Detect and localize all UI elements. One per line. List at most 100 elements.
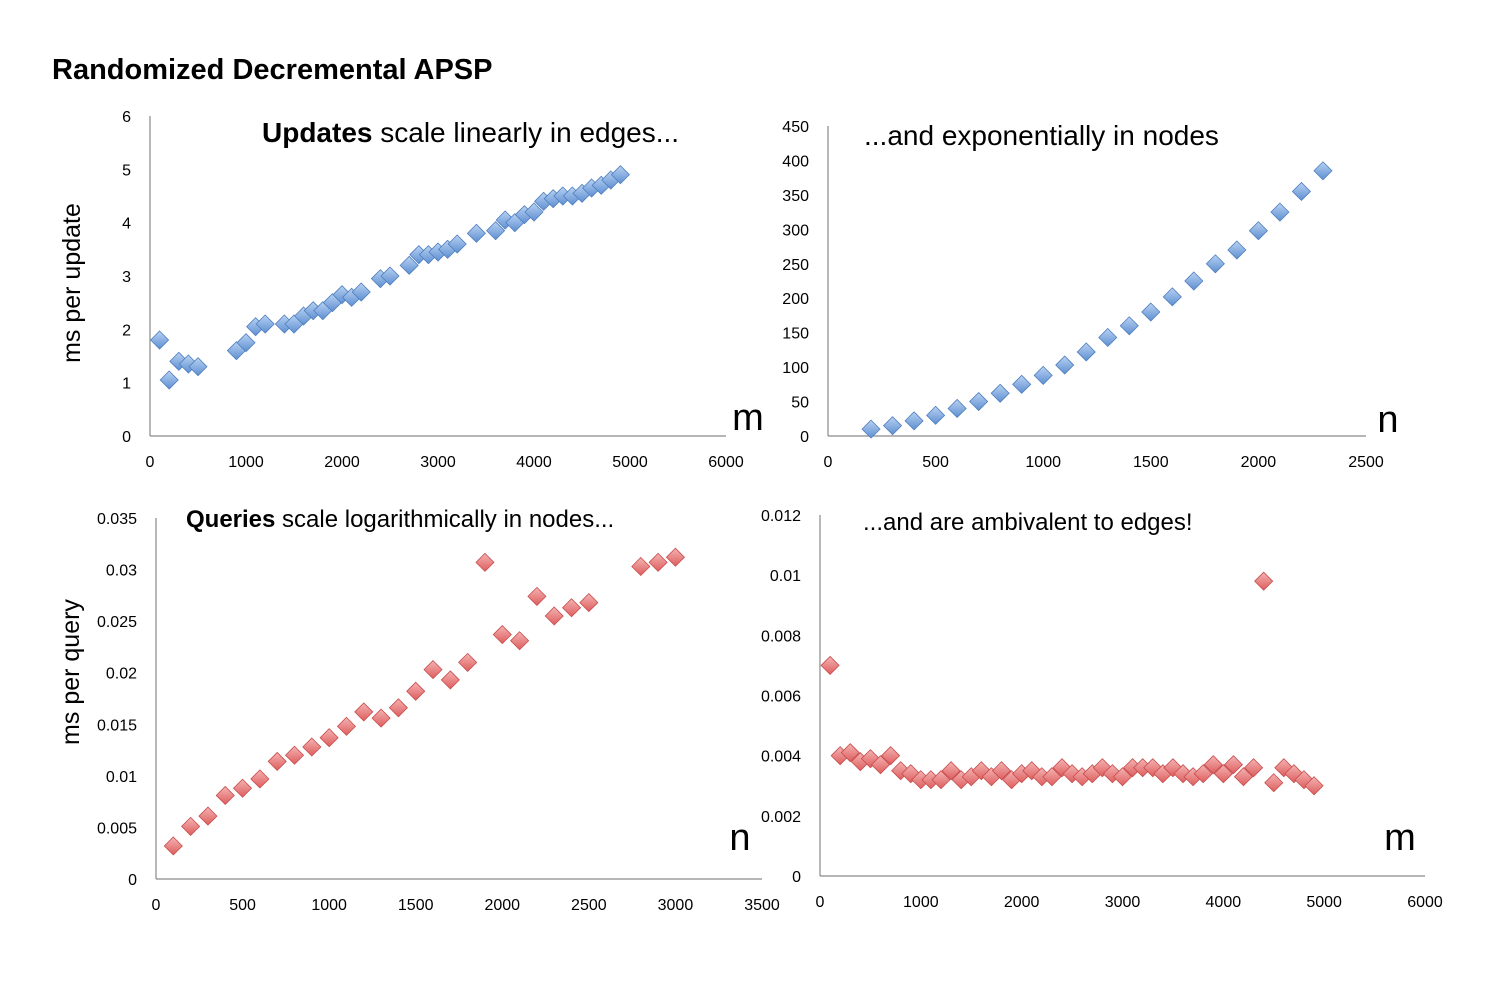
y-tick-label: 5 — [122, 162, 131, 179]
x-tick-label: 6000 — [708, 454, 744, 471]
data-point — [215, 785, 235, 806]
data-point — [255, 314, 275, 334]
data-point — [1098, 327, 1118, 348]
annotation-bold: Updates — [262, 117, 372, 148]
data-point — [486, 221, 506, 241]
data-point — [458, 652, 478, 672]
x-tick-label: 5000 — [1306, 894, 1342, 911]
y-axis-label: ms per query — [57, 599, 85, 745]
x-tick-label: 1500 — [1133, 454, 1169, 471]
y-tick-label: 3 — [122, 269, 131, 286]
data-point — [904, 411, 924, 431]
chart-annotation: ...and exponentially in nodes — [864, 120, 1219, 151]
y-tick-label: 0.025 — [97, 614, 137, 631]
data-point — [1254, 571, 1274, 591]
data-point — [990, 383, 1010, 403]
data-point — [181, 816, 201, 836]
y-tick-label: 0 — [792, 869, 801, 886]
data-point — [336, 716, 357, 736]
data-point — [631, 556, 651, 577]
data-point — [406, 681, 426, 701]
y-tick-label: 300 — [782, 222, 809, 239]
data-point — [861, 419, 881, 439]
annotation-text: scale logarithmically in nodes... — [275, 506, 614, 533]
data-point — [1205, 254, 1225, 274]
data-point — [1270, 202, 1290, 222]
data-point — [969, 391, 989, 412]
x-tick-label: 4000 — [1206, 894, 1242, 911]
data-point — [1291, 181, 1312, 202]
x-tick-label: 500 — [922, 454, 949, 471]
x-tick-label: 1000 — [1025, 454, 1061, 471]
y-tick-label: 450 — [782, 119, 809, 136]
y-tick-label: 1 — [122, 376, 131, 393]
data-point — [1264, 773, 1284, 793]
y-tick-label: 0.02 — [106, 666, 137, 683]
data-point — [371, 708, 391, 728]
data-point — [1012, 374, 1032, 394]
x-tick-label: 1000 — [228, 454, 264, 471]
y-tick-label: 0 — [128, 872, 137, 889]
data-point — [1223, 755, 1243, 775]
data-point — [447, 234, 467, 254]
x-tick-label: 3000 — [420, 454, 456, 471]
annotation-text: ...and are ambivalent to edges! — [863, 509, 1193, 536]
data-point — [561, 598, 582, 618]
data-point — [188, 357, 208, 377]
x-tick-label: 0 — [824, 454, 833, 471]
y-tick-label: 0.015 — [97, 717, 137, 734]
y-tick-label: 0.03 — [106, 563, 137, 580]
chart-annotation: Updates scale linearly in edges... — [262, 117, 679, 148]
x-tick-label: 0 — [146, 454, 155, 471]
data-point — [1193, 764, 1213, 784]
data-point — [1213, 764, 1233, 784]
y-tick-label: 0.012 — [761, 508, 801, 525]
data-point — [302, 737, 322, 757]
y-tick-label: 0.004 — [761, 749, 801, 766]
data-point — [284, 745, 305, 765]
y-tick-label: 150 — [782, 326, 809, 343]
x-tick-label: 2500 — [1348, 454, 1384, 471]
y-tick-label: 0.002 — [761, 809, 801, 826]
x-tick-label: 0 — [152, 897, 161, 914]
data-point — [1055, 355, 1075, 375]
x-tick-label: 1000 — [903, 894, 939, 911]
data-point — [1076, 342, 1096, 362]
data-point — [1203, 755, 1223, 775]
data-point — [510, 631, 530, 651]
data-point — [1248, 221, 1268, 241]
annotation-text: scale linearly in edges... — [372, 117, 679, 148]
x-tick-label: 0 — [816, 894, 825, 911]
data-point — [1112, 767, 1133, 787]
page-title: Randomized Decremental APSP — [52, 54, 493, 86]
x-tick-label: 2000 — [1004, 894, 1040, 911]
data-point — [351, 282, 371, 302]
data-point — [524, 202, 544, 222]
chart-annotation: ...and are ambivalent to edges! — [863, 509, 1193, 536]
data-point — [665, 547, 685, 567]
annotation-bold: Queries — [186, 506, 275, 533]
y-tick-label: 6 — [122, 109, 131, 126]
data-point — [947, 398, 967, 419]
data-point — [1304, 776, 1324, 796]
y-tick-label: 0.035 — [97, 511, 137, 528]
data-point — [163, 836, 183, 856]
data-point — [544, 606, 564, 626]
y-tick-label: 400 — [782, 153, 809, 170]
x-axis-label: m — [732, 397, 764, 439]
data-point — [475, 552, 495, 572]
data-point — [250, 769, 270, 789]
y-tick-label: 0.008 — [761, 628, 801, 645]
data-point — [1244, 758, 1264, 778]
x-tick-label: 2000 — [1241, 454, 1277, 471]
data-point — [882, 416, 903, 436]
data-point — [1184, 271, 1204, 291]
y-tick-label: 200 — [782, 291, 809, 308]
data-point — [440, 670, 460, 690]
data-point — [926, 405, 946, 425]
data-point — [198, 806, 218, 826]
y-tick-label: 0 — [800, 429, 809, 446]
x-axis-label: n — [729, 817, 750, 859]
